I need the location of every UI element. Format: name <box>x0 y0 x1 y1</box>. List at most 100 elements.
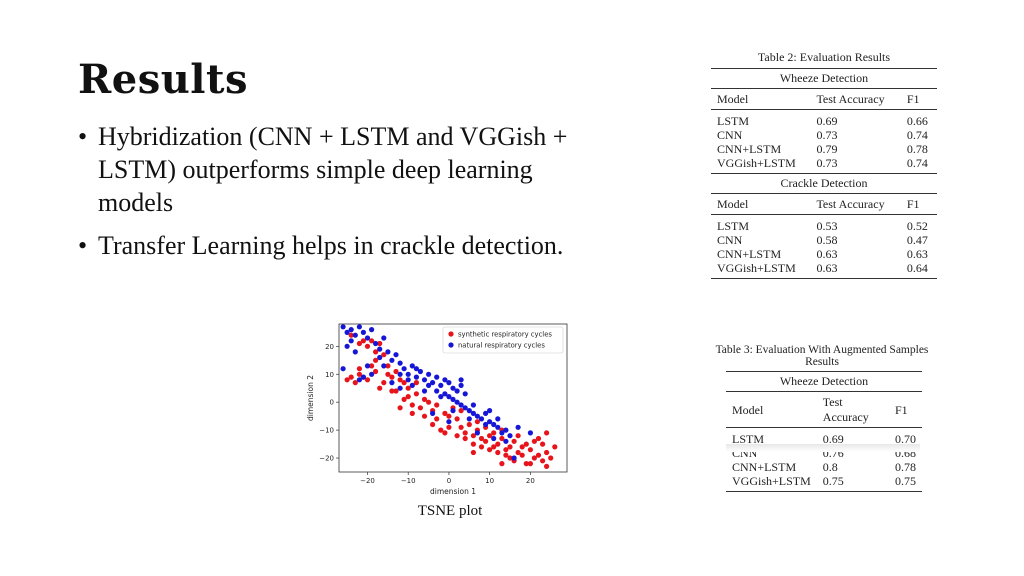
table-body: Wheeze Detection Model Test Accuracy F1 … <box>726 371 922 492</box>
natural-point <box>389 357 395 363</box>
natural-point <box>393 352 399 358</box>
slide-title: Results <box>78 56 248 103</box>
synthetic-point <box>458 424 464 430</box>
natural-point <box>487 408 493 414</box>
natural-point <box>450 385 456 391</box>
natural-point <box>417 368 423 375</box>
synthetic-point <box>515 433 521 439</box>
synthetic-point <box>430 421 436 428</box>
table-section: Model Test Accuracy F1 LSTM 0.69 0.70 CNN 0… <box>726 392 922 492</box>
synthetic-point <box>535 452 542 458</box>
synthetic-point <box>462 430 468 436</box>
table-row: LSTM 0.69 0.70 <box>726 428 922 447</box>
natural-point <box>348 327 354 333</box>
table-cell: 0.79 <box>816 142 838 156</box>
synthetic-point <box>397 405 403 411</box>
table-cell: 0.69 <box>816 114 838 128</box>
natural-point <box>397 371 403 377</box>
synthetic-point <box>511 438 517 444</box>
synthetic-point <box>478 444 485 450</box>
column-header: Test Accuracy <box>810 89 901 110</box>
synthetic-point <box>364 377 371 383</box>
synthetic-point <box>426 399 432 405</box>
y-axis-label: dimension 2 <box>306 375 315 421</box>
natural-point <box>434 388 440 394</box>
legend-box <box>442 326 564 354</box>
plot-points <box>340 324 558 469</box>
synthetic-point <box>434 416 440 422</box>
synthetic-point <box>373 368 379 375</box>
y-tick-label: −20 <box>319 455 334 463</box>
natural-point <box>377 346 383 352</box>
synthetic-point <box>434 402 440 408</box>
natural-point <box>503 427 509 433</box>
synthetic-point <box>421 396 428 402</box>
natural-point <box>364 335 371 341</box>
natural-point <box>454 399 460 405</box>
table-cell: LSTM <box>732 432 765 446</box>
natural-point <box>421 388 428 394</box>
table-cell: 0.64 <box>906 261 928 275</box>
table-cell: 0.73 <box>816 128 838 142</box>
natural-point <box>483 410 489 416</box>
natural-point <box>405 377 411 383</box>
synthetic-point <box>356 371 362 377</box>
column-header: F1 <box>900 89 937 110</box>
synthetic-point <box>474 419 480 425</box>
column-header: Test Accuracy <box>810 194 901 215</box>
natural-point <box>507 433 513 439</box>
synthetic-point <box>540 441 546 447</box>
synthetic-point <box>344 377 350 383</box>
natural-point <box>405 371 411 377</box>
table-cell: CNN+LSTM <box>732 460 797 474</box>
natural-point <box>373 340 379 347</box>
x-tick-label: −10 <box>401 477 416 485</box>
synthetic-point <box>531 455 537 461</box>
x-tick-label: 20 <box>526 477 535 485</box>
natural-point <box>344 343 350 349</box>
synthetic-point <box>495 441 501 447</box>
natural-point <box>356 324 362 330</box>
bullet-icon: • <box>78 122 88 151</box>
natural-point <box>466 408 472 414</box>
natural-point <box>421 377 428 383</box>
synthetic-point <box>421 413 428 419</box>
synthetic-point <box>446 424 452 430</box>
cropped-table-edge <box>726 444 920 452</box>
synthetic-point <box>373 357 379 363</box>
synthetic-point <box>535 435 542 442</box>
synthetic-point <box>503 447 509 453</box>
synthetic-point <box>356 366 362 372</box>
natural-point <box>446 394 452 400</box>
legend-label-synthetic: synthetic respiratory cycles <box>458 331 552 339</box>
table-cell: 0.8 <box>822 460 838 474</box>
synthetic-point <box>438 427 444 433</box>
column-header: Model <box>711 89 811 110</box>
table-cell: 0.52 <box>906 219 928 233</box>
bullet-list: • Hybridization (CNN + LSTM and VGGish +… <box>78 120 578 272</box>
table-caption: Table 3: Evaluation With Augmented Sampl… <box>715 344 929 368</box>
table-cell: 0.63 <box>906 247 928 261</box>
natural-point <box>389 380 395 386</box>
x-tick-label: −20 <box>360 477 375 485</box>
synthetic-point <box>531 438 537 444</box>
synthetic-point <box>527 461 533 467</box>
natural-point <box>454 388 460 394</box>
table-row: LSTM 0.69 0.66 <box>711 110 937 129</box>
plot-frame <box>338 323 568 473</box>
synthetic-point <box>373 349 379 355</box>
synthetic-point <box>527 447 533 453</box>
table-row: VGGish+LSTM 0.75 0.75 <box>726 474 922 492</box>
x-tick-label: 10 <box>485 477 494 485</box>
column-header: Test Accuracy <box>816 392 889 428</box>
natural-point <box>446 419 452 425</box>
natural-point <box>491 421 497 428</box>
natural-point <box>462 405 468 411</box>
table-cell: 0.74 <box>906 156 928 170</box>
natural-point <box>340 366 346 372</box>
table-caption: Table 2: Evaluation Results <box>757 50 891 64</box>
y-tick-label: 10 <box>325 371 334 379</box>
natural-point <box>450 408 456 414</box>
natural-point <box>360 329 366 335</box>
synthetic-point <box>397 377 403 383</box>
